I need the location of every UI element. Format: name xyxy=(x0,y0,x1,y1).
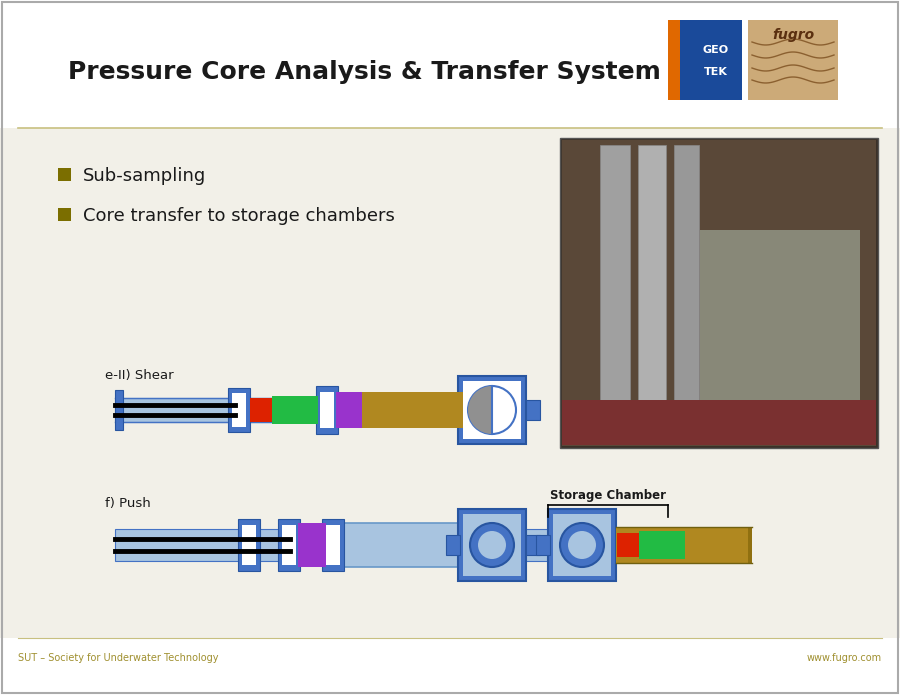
Text: www.fugro.com: www.fugro.com xyxy=(807,653,882,663)
Bar xyxy=(0,0,900,128)
Bar xyxy=(326,525,340,565)
Text: Sub-sampling: Sub-sampling xyxy=(83,167,206,185)
Bar xyxy=(0,638,900,695)
Bar xyxy=(553,514,611,576)
Bar xyxy=(639,531,685,559)
Bar xyxy=(0,128,900,638)
Bar xyxy=(272,396,318,424)
Text: fugro: fugro xyxy=(772,28,814,42)
Circle shape xyxy=(468,386,516,434)
Bar xyxy=(298,523,326,567)
Bar xyxy=(115,529,750,561)
Text: f) Push: f) Push xyxy=(105,496,151,509)
Wedge shape xyxy=(468,386,492,434)
Bar xyxy=(616,527,750,563)
Text: Pressure Core Analysis & Transfer System: Pressure Core Analysis & Transfer System xyxy=(68,60,661,84)
Bar xyxy=(228,388,250,432)
Bar xyxy=(639,531,685,559)
Bar xyxy=(562,140,876,446)
Circle shape xyxy=(568,531,596,559)
Bar xyxy=(320,392,334,428)
Circle shape xyxy=(470,523,514,567)
Bar xyxy=(446,400,460,420)
Bar xyxy=(617,533,639,557)
Bar xyxy=(548,509,616,581)
Bar xyxy=(463,381,521,439)
Bar xyxy=(638,145,666,405)
Text: GEO: GEO xyxy=(703,45,729,55)
Bar xyxy=(560,138,878,448)
Bar xyxy=(748,527,752,563)
Circle shape xyxy=(478,531,506,559)
Bar xyxy=(316,386,338,434)
Bar xyxy=(446,535,460,555)
Bar xyxy=(360,392,480,428)
Bar xyxy=(340,523,515,567)
Bar xyxy=(336,392,362,428)
Text: Storage Chamber: Storage Chamber xyxy=(550,489,666,502)
Text: e-II) Shear: e-II) Shear xyxy=(105,368,174,382)
Bar xyxy=(458,509,526,581)
Bar xyxy=(526,400,540,420)
Bar xyxy=(526,535,540,555)
Bar xyxy=(616,535,630,555)
Text: SUT – Society for Underwater Technology: SUT – Society for Underwater Technology xyxy=(18,653,219,663)
Bar xyxy=(278,519,300,571)
Bar xyxy=(536,535,550,555)
Bar xyxy=(600,145,630,415)
Bar xyxy=(668,20,742,100)
Bar xyxy=(242,525,256,565)
Text: Core transfer to storage chambers: Core transfer to storage chambers xyxy=(83,207,395,225)
Bar xyxy=(748,20,838,100)
Bar xyxy=(700,230,860,440)
Bar xyxy=(617,533,639,557)
Bar xyxy=(58,168,71,181)
Bar xyxy=(238,519,260,571)
Bar xyxy=(322,519,344,571)
Bar xyxy=(282,525,296,565)
Bar xyxy=(250,398,272,422)
Bar xyxy=(115,390,123,430)
Text: TEK: TEK xyxy=(704,67,728,77)
Circle shape xyxy=(560,523,604,567)
Bar xyxy=(562,400,876,445)
Bar xyxy=(58,208,71,221)
Bar xyxy=(668,20,680,100)
Bar xyxy=(115,398,520,422)
Bar xyxy=(232,393,246,427)
Bar xyxy=(458,376,526,444)
Bar xyxy=(463,514,521,576)
Bar xyxy=(674,145,699,400)
